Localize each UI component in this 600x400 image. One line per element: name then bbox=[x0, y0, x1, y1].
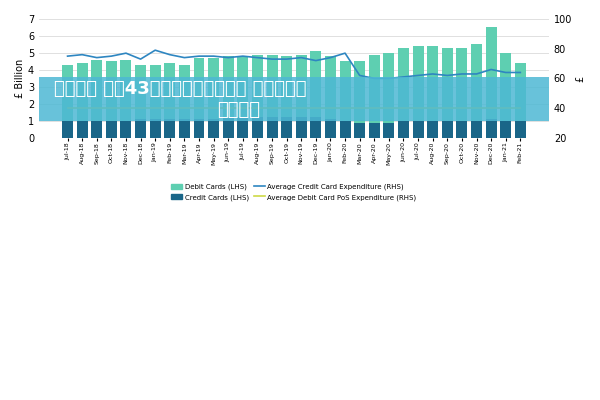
Bar bbox=[252, 55, 263, 118]
Bar bbox=[135, 65, 146, 119]
Bar bbox=[413, 121, 424, 138]
Bar bbox=[383, 122, 394, 138]
Text: 杠杆理财 透视43家上市券商半年报： 投行承压、: 杠杆理财 透视43家上市券商半年报： 投行承压、 bbox=[54, 80, 307, 98]
Bar bbox=[515, 63, 526, 121]
Bar bbox=[485, 28, 497, 119]
Bar bbox=[91, 60, 102, 121]
Bar bbox=[471, 44, 482, 121]
Bar bbox=[77, 63, 88, 121]
Bar bbox=[457, 121, 467, 138]
Bar bbox=[413, 46, 424, 121]
Bar bbox=[62, 65, 73, 121]
Bar bbox=[442, 48, 453, 121]
Bar bbox=[208, 58, 219, 119]
Bar bbox=[442, 121, 453, 138]
Bar bbox=[252, 118, 263, 138]
Bar bbox=[164, 119, 175, 138]
Bar bbox=[325, 119, 336, 138]
Bar bbox=[106, 62, 117, 121]
Bar bbox=[500, 121, 511, 138]
Bar bbox=[281, 118, 292, 138]
Bar bbox=[194, 58, 205, 119]
Bar bbox=[325, 56, 336, 119]
Bar bbox=[398, 121, 409, 138]
Bar bbox=[266, 55, 278, 118]
Bar bbox=[194, 119, 205, 138]
Legend: Debit Cards (LHS), Credit Cards (LHS), Average Credit Card Expenditure (RHS), Av: Debit Cards (LHS), Credit Cards (LHS), A… bbox=[169, 181, 419, 203]
Text: 资管突围: 资管突围 bbox=[217, 101, 260, 119]
Bar bbox=[91, 121, 102, 138]
Bar bbox=[179, 65, 190, 119]
Bar bbox=[121, 121, 131, 138]
Bar bbox=[281, 56, 292, 118]
Bar bbox=[369, 122, 380, 138]
Bar bbox=[238, 118, 248, 138]
Bar bbox=[427, 46, 438, 121]
Y-axis label: £ Billion: £ Billion bbox=[15, 59, 25, 98]
Bar bbox=[471, 121, 482, 138]
Bar bbox=[77, 121, 88, 138]
Bar bbox=[310, 51, 322, 118]
Bar bbox=[208, 119, 219, 138]
Bar bbox=[369, 55, 380, 122]
Bar bbox=[485, 119, 497, 138]
Bar bbox=[106, 121, 117, 138]
Bar bbox=[62, 121, 73, 138]
Bar bbox=[164, 63, 175, 119]
Bar bbox=[150, 65, 161, 119]
Bar bbox=[340, 121, 350, 138]
Bar bbox=[354, 122, 365, 138]
Bar bbox=[223, 56, 233, 118]
Y-axis label: £: £ bbox=[575, 75, 585, 82]
Bar bbox=[340, 62, 350, 121]
Bar bbox=[135, 119, 146, 138]
Bar bbox=[296, 55, 307, 118]
Bar bbox=[238, 56, 248, 118]
Bar bbox=[150, 119, 161, 138]
Bar bbox=[427, 121, 438, 138]
Bar bbox=[121, 60, 131, 121]
Bar bbox=[383, 53, 394, 122]
Bar bbox=[500, 53, 511, 121]
Bar bbox=[179, 119, 190, 138]
Bar bbox=[223, 118, 233, 138]
Bar bbox=[354, 62, 365, 122]
Bar bbox=[296, 118, 307, 138]
Bar bbox=[266, 118, 278, 138]
Bar bbox=[515, 121, 526, 138]
Bar bbox=[457, 48, 467, 121]
Bar bbox=[310, 118, 322, 138]
Bar bbox=[398, 48, 409, 121]
